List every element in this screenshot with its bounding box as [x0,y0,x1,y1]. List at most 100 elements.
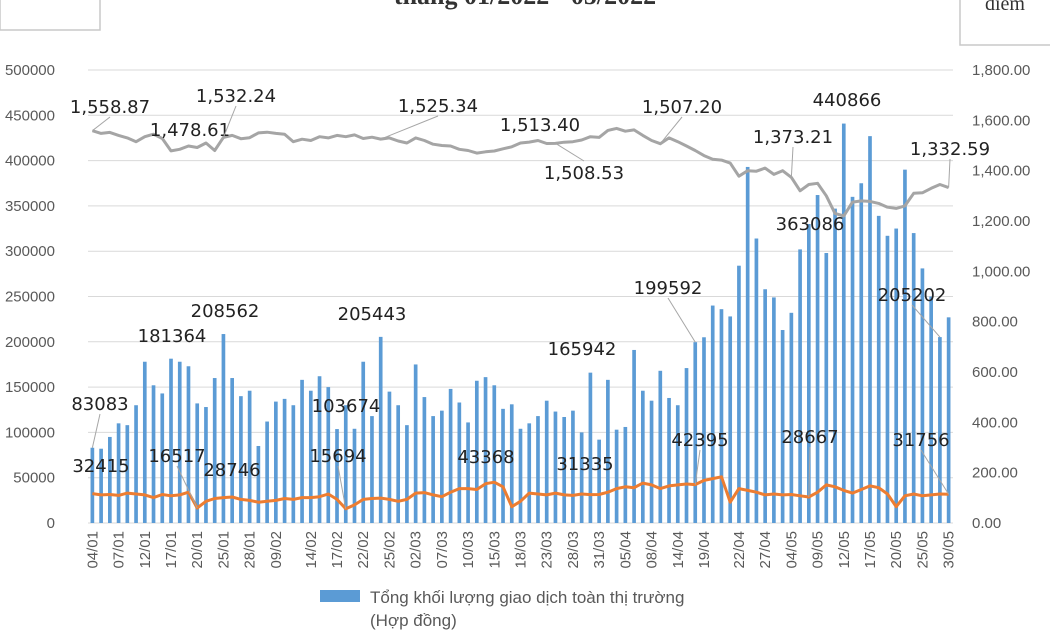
x-tick-label: 30/05 [941,531,958,569]
x-tick-label: 15/03 [486,531,503,569]
x-tick-label: 19/04 [696,531,713,569]
volume-bar [99,448,103,523]
x-tick-label: 20/01 [189,531,206,569]
leader-line [948,158,951,188]
x-tick-label: 08/04 [644,531,661,569]
volume-bar [125,425,130,523]
x-tick-label: 23/03 [539,531,556,569]
leader-line [92,116,111,132]
bar-series [90,123,951,524]
volume-bar [763,289,767,523]
x-tick-label: 12/01 [137,531,154,569]
volume-bar [335,429,339,523]
y-left-tick-label: 150000 [5,379,55,396]
legend-swatch-volume [320,590,360,602]
y-right-tick-label: 1,800.00 [972,62,1030,79]
leader-line [380,115,439,140]
y-left-tick-label: 350000 [5,198,55,215]
x-tick-label: 25/01 [215,531,232,569]
volume-bar [221,334,226,523]
y-left-tick-label: 450000 [5,107,55,124]
volume-bar [501,408,505,523]
leader-line [659,116,683,145]
volume-bar [457,402,462,523]
leader-line [667,297,696,343]
volume-bar [684,368,689,523]
volume-bar [675,405,680,523]
x-tick-label: 25/02 [381,531,398,569]
volume-bar [693,342,698,523]
top-left-box [0,0,101,31]
volume-bar [405,425,409,523]
data-label: 42395 [671,430,728,451]
x-tick-label: 20/05 [888,531,905,569]
volume-bar [841,123,846,523]
data-label: 205202 [878,285,947,306]
y-left-tick-label: 0 [47,515,55,532]
data-label: 1,513.40 [500,115,580,136]
data-label: 43368 [457,447,514,468]
y-right-tick-label: 1,200.00 [972,213,1030,230]
data-label: 1,525.34 [398,96,478,117]
volume-bar [903,169,907,523]
leader-line [337,465,347,509]
y-right-tick-label: 1,400.00 [972,163,1030,180]
volume-bar [649,400,654,523]
data-label: 1,332.59 [910,139,990,160]
volume-bar [378,336,383,523]
volume-bar [614,429,619,523]
legend-label-volume-unit: (Hợp đồng) [370,611,457,630]
volume-bar [579,432,584,523]
y-left-tick-label: 100000 [5,424,55,441]
volume-bar [623,426,628,523]
volume-bar [728,316,733,523]
volume-bar [850,196,855,523]
x-tick-label: 28/03 [565,531,582,569]
volume-bar [326,387,331,523]
volume-bar [151,385,156,523]
leader-line [694,449,701,485]
volume-bar [544,400,549,523]
volume-bar [116,423,121,523]
volume-bar [300,379,304,523]
volume-bar [911,233,916,523]
y-left-tick-label: 500000 [5,62,55,79]
volume-bar [134,405,138,523]
volume-bar [859,183,864,523]
volume-bar [492,385,497,523]
x-tick-label: 22/04 [731,531,748,569]
volume-bar [483,377,488,523]
volume-bar [719,309,724,523]
volume-bar [431,416,435,523]
right-axis-unit: điểm [985,0,1025,15]
data-label: 1,508.53 [544,163,624,184]
leader-line [911,304,941,338]
y-right-tick-label: 800.00 [972,314,1018,331]
volume-bar [938,337,942,523]
data-label: 1,507.20 [642,97,722,118]
x-tick-label: 27/04 [757,531,774,569]
volume-bar [90,447,95,523]
volume-bar [160,393,165,523]
x-tick-label: 07/03 [434,531,451,569]
volume-bar [195,403,200,523]
x-tick-label: 12/05 [836,531,853,569]
y-right-tick-label: 600.00 [972,364,1018,381]
volume-bar [868,136,872,523]
volume-bar [772,297,776,523]
y-left-tick-label: 400000 [5,153,55,170]
data-label: 1,532.24 [196,86,276,107]
x-tick-label: 28/01 [242,531,259,569]
data-label: 208562 [191,301,260,322]
volume-bar [239,396,243,523]
y-left-tick-label: 50000 [13,470,55,487]
volume-bar [588,372,593,523]
volume-bar [308,390,313,523]
x-tick-label: 04/05 [783,531,800,569]
top-right-box [959,0,1050,46]
x-tick-label: 05/04 [617,531,634,569]
volume-bar [108,436,112,523]
volume-bar [265,421,269,523]
volume-bar [640,390,645,523]
data-label: 1,558.87 [70,97,150,118]
